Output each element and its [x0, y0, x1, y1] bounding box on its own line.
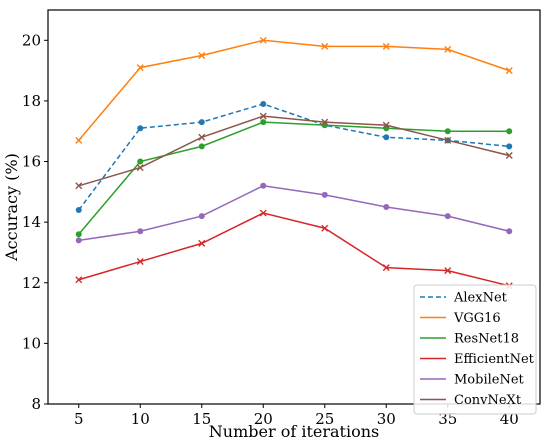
data-point-alexnet [75, 207, 82, 214]
data-point-resnet18 [506, 128, 513, 135]
data-point-mobilenet [383, 204, 390, 210]
data-point-resnet18 [75, 231, 82, 238]
data-point-vgg16 [136, 64, 144, 72]
data-point-mobilenet [506, 228, 513, 235]
legend-label-mobilenet: MobileNet [454, 373, 525, 388]
data-point-vgg16 [75, 136, 83, 144]
series-line-mobilenet [78, 185, 510, 242]
x-tick-label: 25 [315, 410, 334, 428]
series-line-vgg16 [78, 39, 510, 141]
x-tick-label: 20 [254, 410, 273, 428]
y-tick-label: 16 [22, 153, 41, 171]
y-tick-label: 10 [22, 334, 41, 352]
plot-frame [47, 9, 541, 405]
data-point-convnext [198, 133, 206, 141]
legend-label-efficientnet: EfficientNet [454, 352, 535, 367]
series-vgg16 [75, 36, 513, 144]
data-point-resnet18 [137, 158, 144, 165]
data-point-resnet18 [260, 119, 267, 126]
data-point-resnet18 [198, 143, 205, 150]
data-point-mobilenet [137, 228, 144, 235]
data-point-mobilenet [198, 213, 205, 220]
data-point-resnet18 [444, 128, 451, 135]
legend-label-convnext: ConvNeXt [454, 393, 522, 408]
series-line-resnet18 [78, 121, 510, 235]
data-point-vgg16 [259, 36, 267, 44]
series-line-efficientnet [78, 212, 510, 287]
data-point-efficientnet [198, 239, 206, 247]
series-convnext [75, 112, 513, 190]
y-axis-label: Accuracy (%) [2, 153, 21, 262]
data-point-efficientnet [259, 209, 267, 217]
data-point-convnext [259, 112, 267, 120]
series-mobilenet [75, 182, 513, 244]
data-point-vgg16 [382, 42, 390, 50]
data-point-vgg16 [444, 45, 452, 53]
y-tick-label: 14 [22, 213, 41, 231]
legend: AlexNet VGG16 ResNet18 EfficientNet MobileNe… [413, 284, 537, 415]
x-axis-label: Number of iterations [209, 422, 379, 441]
series-resnet18 [75, 119, 513, 238]
y-tick-label: 12 [22, 274, 41, 292]
series-alexnet [75, 100, 513, 214]
data-point-mobilenet [260, 182, 267, 189]
data-point-alexnet [137, 125, 144, 132]
data-point-vgg16 [198, 51, 206, 59]
x-tick-label: 10 [131, 410, 150, 428]
data-point-convnext [444, 136, 452, 144]
data-point-vgg16 [505, 67, 513, 75]
series-layer [75, 36, 513, 290]
series-line-convnext [78, 115, 510, 187]
data-point-efficientnet [382, 264, 390, 272]
data-point-efficientnet [321, 224, 329, 232]
data-point-alexnet [506, 143, 513, 150]
data-point-alexnet [383, 134, 390, 141]
series-line-alexnet [78, 103, 510, 211]
data-point-convnext [505, 151, 513, 159]
data-point-vgg16 [321, 42, 329, 50]
legend-label-alexnet: AlexNet [453, 291, 508, 306]
data-point-efficientnet [444, 267, 452, 275]
series-efficientnet [75, 209, 513, 290]
data-point-convnext [321, 118, 329, 126]
y-tick-label: 18 [22, 92, 41, 110]
y-tick-label: 8 [31, 395, 41, 413]
x-tick-label: 30 [377, 410, 396, 428]
data-point-mobilenet [444, 213, 451, 220]
data-point-efficientnet [136, 258, 144, 266]
x-tick-label: 15 [192, 410, 211, 428]
data-point-efficientnet [75, 276, 83, 284]
x-tick-label: 5 [74, 410, 84, 428]
data-point-mobilenet [75, 237, 82, 244]
data-point-convnext [136, 164, 144, 172]
data-point-alexnet [198, 119, 205, 126]
legend-label-resnet18: ResNet18 [454, 332, 519, 347]
y-tick-label: 20 [22, 31, 41, 49]
data-point-alexnet [260, 100, 267, 107]
data-point-convnext [75, 182, 83, 190]
legend-label-vgg16: VGG16 [453, 311, 501, 326]
data-point-mobilenet [321, 191, 328, 198]
data-point-convnext [382, 121, 390, 129]
